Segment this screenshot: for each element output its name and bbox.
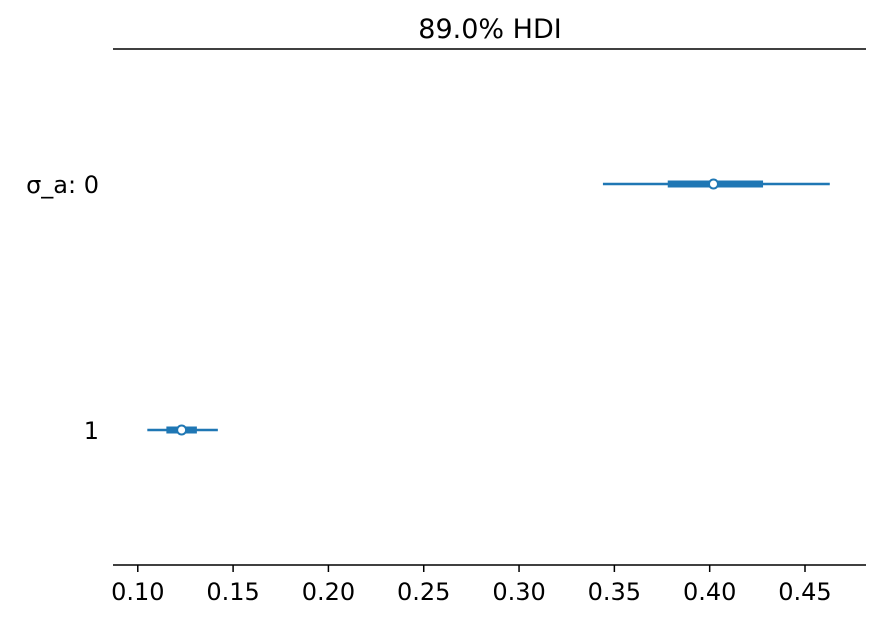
x-tick-label: 0.30: [492, 578, 545, 606]
x-tick-label: 0.20: [302, 578, 355, 606]
point-estimate-marker: [707, 178, 719, 190]
x-tick-label: 0.35: [588, 578, 641, 606]
x-tick-label: 0.25: [397, 578, 450, 606]
row-label: σ_a: 0: [26, 171, 99, 199]
x-tick-label: 0.45: [778, 578, 831, 606]
x-tick-label: 0.40: [683, 578, 736, 606]
x-axis-ticks: 0.10 0.15 0.20 0.25 0.30 0.35 0.40 0.45: [111, 565, 832, 606]
point-estimate-marker: [176, 424, 188, 436]
x-tick-label: 0.15: [206, 578, 259, 606]
chart-title: 89.0% HDI: [418, 14, 561, 45]
hdi-rows: σ_a: 0 1: [26, 171, 830, 445]
row-label: 1: [84, 417, 99, 445]
x-tick-label: 0.10: [111, 578, 164, 606]
